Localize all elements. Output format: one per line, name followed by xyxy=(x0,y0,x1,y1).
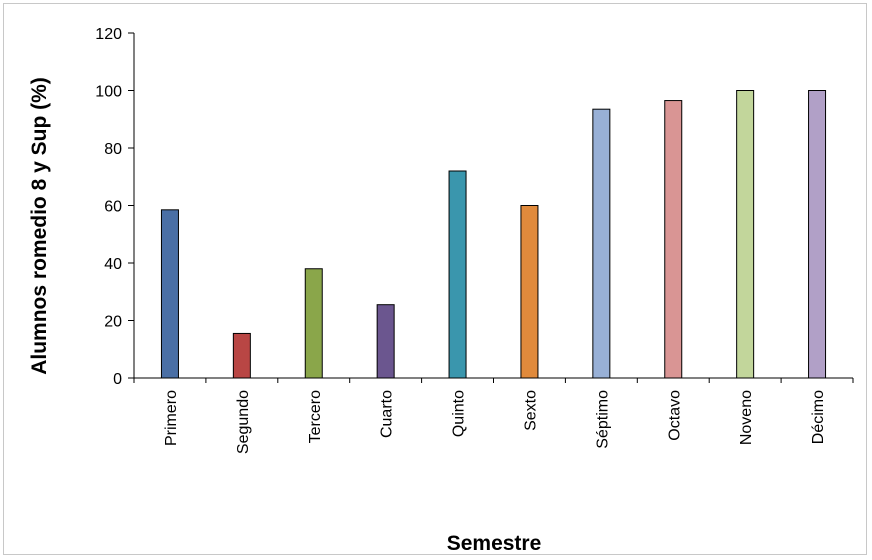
x-tick-label: Octavo xyxy=(666,390,683,441)
bar-tercero xyxy=(304,268,323,379)
y-tick-label: 100 xyxy=(95,84,122,101)
x-tick-label: Cuarto xyxy=(379,390,396,438)
x-tick-label: Décimo xyxy=(810,390,827,444)
x-tick-label: Sexto xyxy=(522,390,539,431)
bar-noveno xyxy=(736,90,755,379)
x-tick-label: Primero xyxy=(163,390,180,446)
y-axis: 0 20 40 60 80 100 120 xyxy=(95,26,135,388)
y-tick-label: 40 xyxy=(104,256,122,273)
y-tick-label: 0 xyxy=(113,371,122,388)
x-tick-label: Noveno xyxy=(738,390,755,445)
x-axis: Primero Segundo Tercero Cuarto Quinto Sexto Sé… xyxy=(133,377,854,454)
bar-décimo xyxy=(808,90,827,379)
y-tick-label: 80 xyxy=(104,141,122,158)
y-tick-label: 120 xyxy=(95,26,122,43)
x-tick-label: Tercero xyxy=(307,390,324,443)
bar-séptimo xyxy=(592,108,611,379)
bar-segundo xyxy=(232,332,251,379)
bar-primero xyxy=(160,209,179,379)
y-axis-title: Alumnos romedio 8 y Sup (%) xyxy=(28,77,51,375)
chart-frame xyxy=(3,3,867,555)
y-tick-label: 60 xyxy=(104,199,122,216)
x-tick-label: Quinto xyxy=(451,390,468,437)
y-tick-label: 20 xyxy=(104,314,122,331)
bars xyxy=(160,90,827,379)
bar-octavo xyxy=(664,100,683,379)
x-axis-title: Semestre xyxy=(447,532,542,555)
x-tick-label: Séptimo xyxy=(594,390,611,449)
bar-cuarto xyxy=(376,304,395,379)
bar-quinto xyxy=(448,170,467,379)
x-tick-label: Segundo xyxy=(235,390,252,454)
bar-sexto xyxy=(520,205,539,379)
